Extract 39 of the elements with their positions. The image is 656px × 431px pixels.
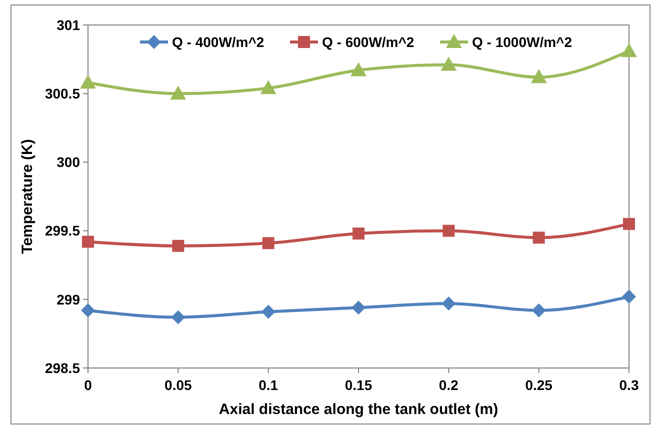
y-tick-label: 298.5 xyxy=(44,360,80,376)
legend-label: Q - 600W/m^2 xyxy=(322,34,414,50)
x-tick-label: 0.3 xyxy=(619,377,639,393)
y-axis-title: Temperature (K) xyxy=(19,139,36,254)
point xyxy=(621,43,637,58)
x-tick-label: 0.15 xyxy=(344,377,372,393)
legend-label: Q - 1000W/m^2 xyxy=(472,34,572,50)
legend-label: Q - 400W/m^2 xyxy=(172,34,264,50)
point xyxy=(170,86,186,100)
y-tick-label: 300 xyxy=(56,154,80,170)
y-tick-label: 300.5 xyxy=(44,86,80,102)
point xyxy=(80,74,96,89)
point xyxy=(532,303,546,318)
point xyxy=(350,62,366,76)
x-tick-label: 0.05 xyxy=(164,377,192,393)
point xyxy=(530,69,547,84)
point xyxy=(352,228,364,240)
point xyxy=(261,304,276,319)
y-tick-label: 299 xyxy=(56,291,80,308)
point xyxy=(260,80,276,94)
point xyxy=(442,296,456,311)
point xyxy=(82,236,94,248)
x-tick-label: 0.1 xyxy=(258,377,278,393)
point xyxy=(532,232,545,244)
point xyxy=(172,240,184,252)
x-tick-label: 0.2 xyxy=(438,377,459,393)
point xyxy=(352,300,366,315)
point xyxy=(442,224,455,237)
x-axis-title: Axial distance along the tank outlet (m) xyxy=(218,401,498,418)
x-tick-label: 0 xyxy=(84,377,92,393)
point xyxy=(622,290,636,304)
point xyxy=(262,237,274,250)
x-tick-label: 0.25 xyxy=(525,377,553,393)
point xyxy=(81,303,95,318)
point xyxy=(171,310,186,324)
y-tick-label: 301 xyxy=(56,16,80,33)
point xyxy=(440,56,457,71)
point xyxy=(623,218,635,230)
y-tick-label: 299.5 xyxy=(44,222,80,239)
